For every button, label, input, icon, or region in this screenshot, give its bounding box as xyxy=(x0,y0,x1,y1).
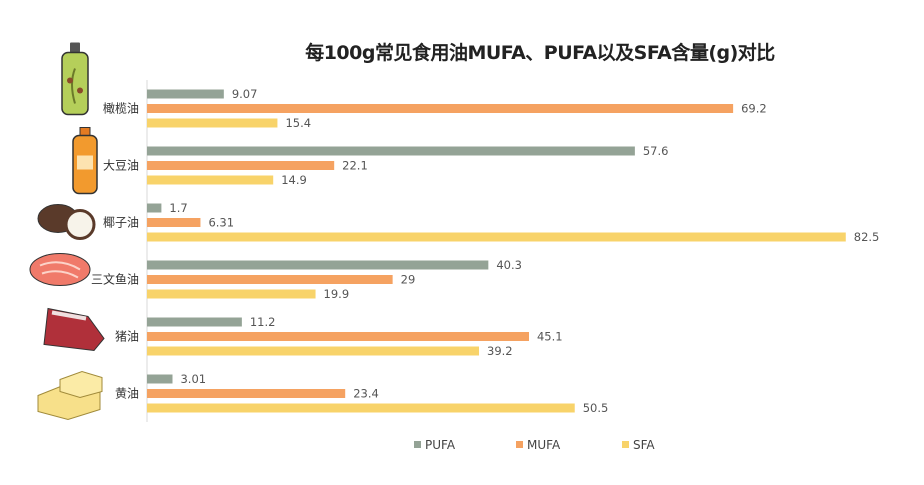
bar-mufa xyxy=(147,389,346,398)
bar-pufa xyxy=(147,317,242,327)
data-label: 57.6 xyxy=(643,144,669,158)
bar-mufa xyxy=(147,161,335,170)
bar-sfa xyxy=(147,289,316,299)
bar-pufa xyxy=(147,203,162,213)
bar-pufa xyxy=(147,89,224,99)
category-label: 橄榄油 xyxy=(103,101,139,116)
data-label: 39.2 xyxy=(487,344,513,358)
data-label: 23.4 xyxy=(353,387,379,401)
salmon-steak-icon xyxy=(29,253,91,286)
legend-label: SFA xyxy=(633,438,655,452)
bar-sfa xyxy=(147,118,278,128)
bar-mufa xyxy=(147,275,393,284)
category-label: 椰子油 xyxy=(103,215,139,230)
bar-sfa xyxy=(147,403,575,413)
data-label: 6.31 xyxy=(208,216,234,230)
category-label: 猪油 xyxy=(115,330,139,344)
data-label: 19.9 xyxy=(324,287,350,301)
bar-pufa xyxy=(147,374,173,384)
data-label: 22.1 xyxy=(342,159,368,173)
category-label: 大豆油 xyxy=(103,159,139,173)
butter-icon xyxy=(37,370,103,421)
legend-label: MUFA xyxy=(527,438,561,452)
data-label: 1.7 xyxy=(169,201,187,215)
data-label: 82.5 xyxy=(854,230,880,244)
data-label: 69.2 xyxy=(741,102,767,116)
olive-oil-bottle-icon xyxy=(61,42,89,116)
legend-swatch-pufa xyxy=(414,441,421,448)
data-label: 29 xyxy=(401,273,416,287)
bar-sfa xyxy=(147,232,846,242)
pork-icon xyxy=(43,307,105,352)
data-label: 14.9 xyxy=(281,173,307,187)
bar-mufa xyxy=(147,218,201,227)
legend-label: PUFA xyxy=(425,438,456,452)
soybean-oil-bottle-icon xyxy=(72,127,98,195)
data-label: 45.1 xyxy=(537,330,563,344)
bar-pufa xyxy=(147,146,635,156)
data-label: 15.4 xyxy=(285,116,311,130)
category-label: 黄油 xyxy=(115,387,139,401)
data-label: 3.01 xyxy=(180,372,206,386)
bar-sfa xyxy=(147,175,274,185)
legend-swatch-mufa xyxy=(516,441,523,448)
data-label: 11.2 xyxy=(250,315,276,329)
bar-sfa xyxy=(147,346,480,356)
bar-pufa xyxy=(147,260,489,270)
data-label: 9.07 xyxy=(232,87,258,101)
coconut-icon xyxy=(37,204,96,240)
bar-mufa xyxy=(147,104,734,113)
category-label: 三文鱼油 xyxy=(91,272,139,287)
chart-title: 每100g常见食用油MUFA、PUFA以及SFA含量(g)对比 xyxy=(305,42,775,64)
data-label: 50.5 xyxy=(583,401,609,415)
legend-swatch-sfa xyxy=(622,441,629,448)
bar-mufa xyxy=(147,332,529,341)
data-label: 40.3 xyxy=(496,258,522,272)
